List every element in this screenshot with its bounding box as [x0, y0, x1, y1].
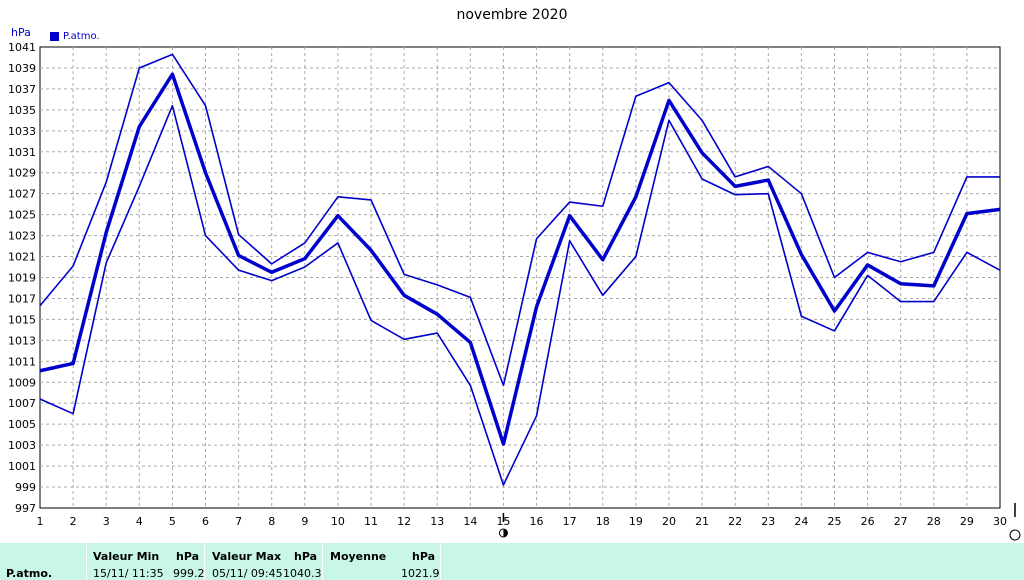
- y-tick-label: 1041: [8, 41, 36, 54]
- min-datetime: 15/11/ 11:35: [93, 567, 164, 580]
- x-tick-label: 18: [596, 515, 610, 528]
- series-line-avg: [39, 72, 1001, 446]
- series-line-min: [39, 104, 1001, 486]
- x-tick-label: 4: [136, 515, 143, 528]
- x-tick-label: 12: [397, 515, 411, 528]
- chart-title: novembre 2020: [456, 7, 568, 23]
- stats-divider: [440, 543, 441, 580]
- y-tick-label: 1039: [8, 62, 36, 75]
- x-tick-label: 28: [927, 515, 941, 528]
- x-tick-label: 29: [960, 515, 974, 528]
- y-tick-label: 1021: [8, 251, 36, 264]
- x-tick-label: 30: [993, 515, 1007, 528]
- x-tick-label: 9: [301, 515, 308, 528]
- current-marker-icon: [1009, 529, 1021, 541]
- x-tick-label: 24: [794, 515, 808, 528]
- legend[interactable]: P.atmo.: [50, 31, 100, 42]
- min-unit: hPa: [176, 550, 200, 563]
- y-tick-label: 1011: [8, 355, 36, 368]
- y-tick-label: 1009: [8, 376, 36, 389]
- x-tick-label: 22: [728, 515, 742, 528]
- x-tick-label: 11: [364, 515, 378, 528]
- avg-value: 1021.9: [401, 567, 440, 580]
- y-tick-label: 999: [15, 481, 36, 494]
- y-tick-label: 1015: [8, 313, 36, 326]
- avg-unit: hPa: [412, 550, 436, 563]
- x-tick-label: 21: [695, 515, 709, 528]
- y-tick-label: 1037: [8, 83, 36, 96]
- x-tick-label: 17: [563, 515, 577, 528]
- min-header: Valeur Min: [93, 550, 160, 563]
- max-datetime: 05/11/ 09:45: [212, 567, 283, 580]
- x-tick-label: 8: [268, 515, 275, 528]
- stats-bar: P.atmo. Valeur Min hPa 15/11/ 11:35 999.…: [0, 543, 1024, 580]
- avg-header: Moyenne: [330, 550, 387, 563]
- y-tick-label: 997: [15, 502, 36, 515]
- legend-swatch: [50, 32, 59, 41]
- y-tick-label: 1029: [8, 167, 36, 180]
- x-tick-label: 10: [331, 515, 345, 528]
- x-tick-label: 19: [629, 515, 643, 528]
- y-tick-label: 1007: [8, 397, 36, 410]
- x-tick-label: 3: [103, 515, 110, 528]
- max-value: 1040.3: [283, 567, 322, 580]
- y-tick-label: 1003: [8, 439, 36, 452]
- x-tick-label: 14: [463, 515, 477, 528]
- y-tick-label: 1033: [8, 125, 36, 138]
- legend-label: P.atmo.: [63, 31, 100, 42]
- x-tick-label: 7: [235, 515, 242, 528]
- y-tick-label: 1023: [8, 230, 36, 243]
- y-tick-label: 1005: [8, 418, 36, 431]
- x-tick-label: 23: [761, 515, 775, 528]
- series-line-max: [39, 53, 1000, 387]
- x-tick-label: 27: [894, 515, 908, 528]
- stats-avg-block: Moyenne hPa 1021.9: [322, 543, 440, 580]
- min-value: 999.2: [173, 567, 205, 580]
- stats-divider: [204, 543, 205, 580]
- x-tick-label: 2: [70, 515, 77, 528]
- stats-divider: [86, 543, 87, 580]
- stats-row-label: P.atmo.: [6, 567, 53, 580]
- x-tick-label: 1: [37, 515, 44, 528]
- y-tick-label: 1019: [8, 272, 36, 285]
- y-unit-label: hPa: [11, 26, 31, 39]
- x-tick-label: 20: [662, 515, 676, 528]
- max-unit: hPa: [294, 550, 318, 563]
- max-header: Valeur Max: [212, 550, 282, 563]
- stats-min-block: Valeur Min hPa 15/11/ 11:35 999.2: [86, 543, 205, 580]
- stats-max-block: Valeur Max hPa 05/11/ 09:45 1040.3: [204, 543, 322, 580]
- moon-phase-shade: [503, 529, 508, 537]
- x-tick-label: 6: [202, 515, 209, 528]
- y-tick-label: 1001: [8, 460, 36, 473]
- x-tick-label: 16: [530, 515, 544, 528]
- y-tick-label: 1031: [8, 146, 36, 159]
- y-tick-label: 1027: [8, 188, 36, 201]
- y-tick-label: 1017: [8, 292, 36, 305]
- x-tick-label: 25: [827, 515, 841, 528]
- x-tick-label: 26: [861, 515, 875, 528]
- stats-divider: [322, 543, 323, 580]
- y-tick-label: 1013: [8, 334, 36, 347]
- x-tick-label: 5: [169, 515, 176, 528]
- x-tick-label: 13: [430, 515, 444, 528]
- y-tick-label: 1025: [8, 209, 36, 222]
- pressure-chart: 9979991001100310051007100910111013101510…: [8, 41, 1021, 541]
- y-tick-label: 1035: [8, 104, 36, 117]
